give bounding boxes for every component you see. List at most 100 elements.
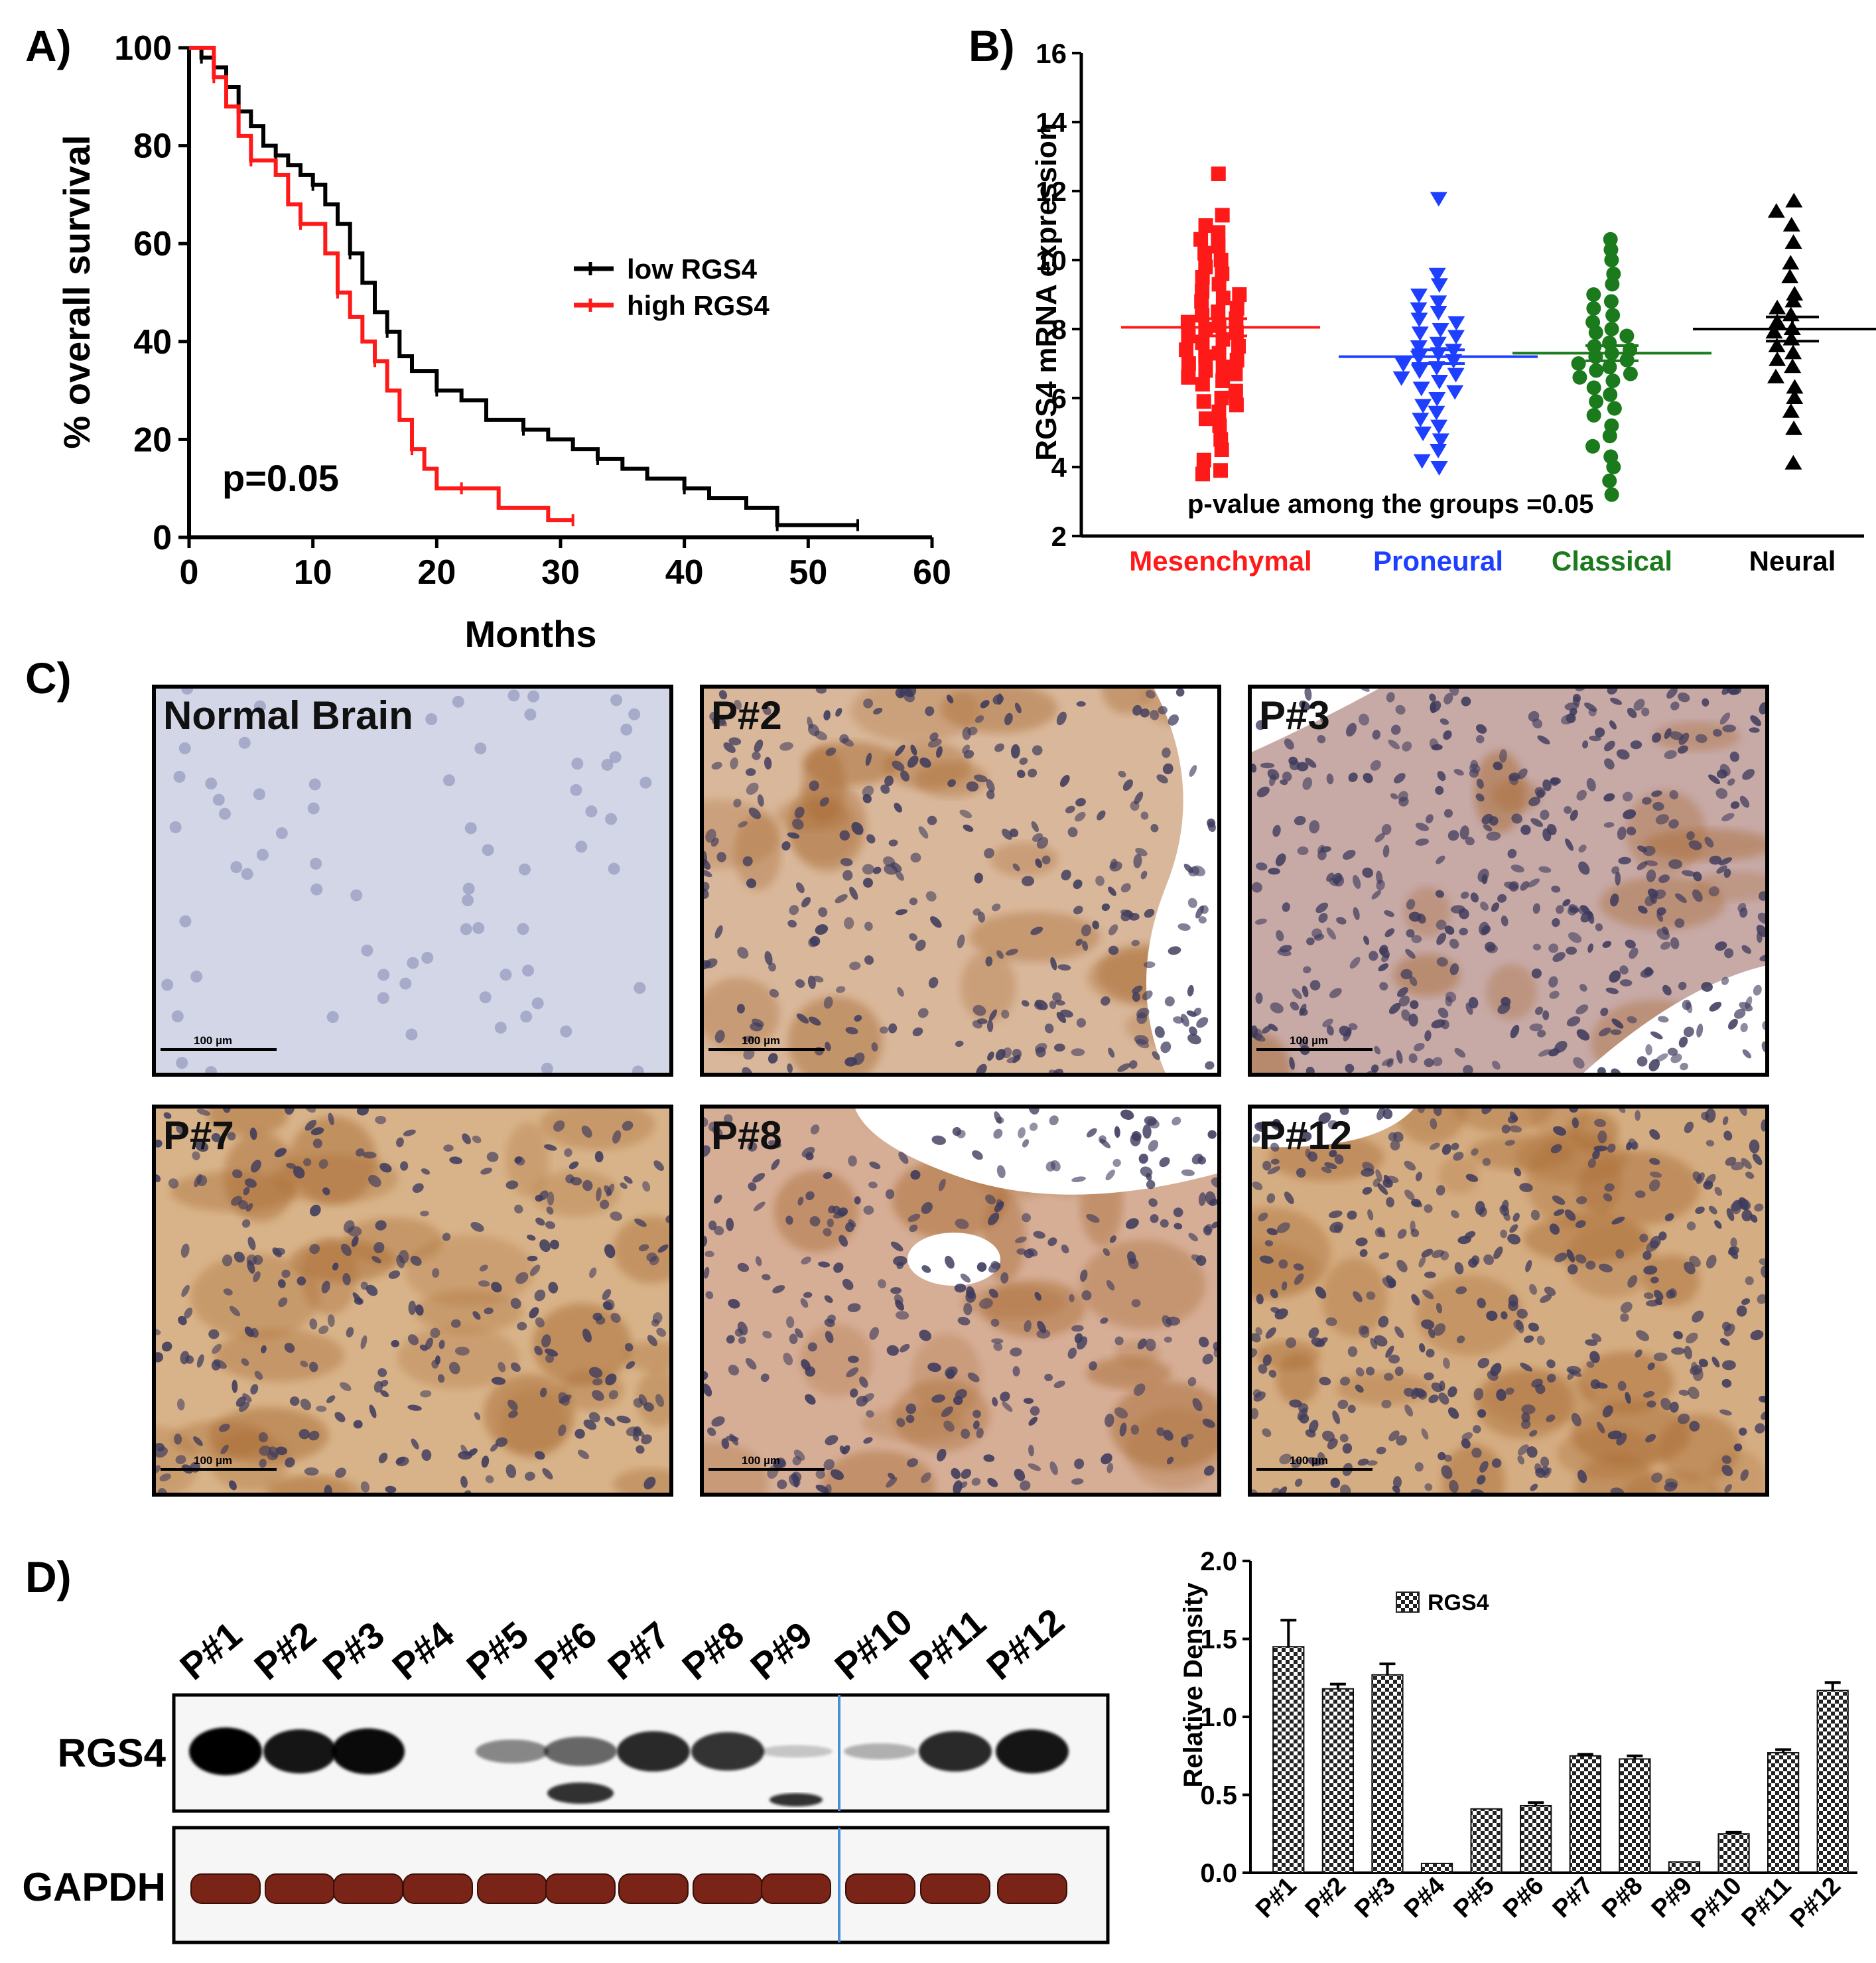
cell-nucleus <box>745 768 756 776</box>
scale-bar-label: 100 µm <box>1290 1034 1328 1047</box>
cell-nucleus <box>1713 728 1722 737</box>
cell-nucleus <box>1103 1248 1110 1256</box>
cell-nucleus <box>794 807 805 819</box>
cell-nucleus <box>1482 1158 1491 1166</box>
cell-nucleus <box>928 977 939 988</box>
cell-nucleus <box>1486 1310 1498 1321</box>
cell-nucleus <box>495 1437 508 1447</box>
cell-nucleus <box>796 1013 809 1024</box>
cell-nucleus <box>1092 920 1099 929</box>
cell-nucleus <box>1101 996 1110 1006</box>
cell-nucleus <box>707 1427 716 1436</box>
cell-nucleus <box>612 1130 622 1144</box>
cell-nucleus <box>886 1477 898 1488</box>
cell-nucleus <box>1022 1139 1030 1148</box>
cell-nucleus <box>1378 963 1389 972</box>
cell-nucleus <box>864 955 874 965</box>
cell-nucleus <box>1187 898 1197 908</box>
cell-nucleus <box>1595 923 1603 931</box>
cell-nucleus <box>814 730 828 740</box>
cell-nucleus <box>869 1327 880 1340</box>
cell-nucleus <box>1684 1121 1694 1134</box>
cell-nucleus <box>574 1428 585 1439</box>
cell-nucleus <box>854 1196 861 1205</box>
cell-nucleus <box>250 1160 261 1173</box>
cell-nucleus <box>1610 893 1619 907</box>
cell-nucleus <box>1592 1150 1600 1160</box>
cell-nucleus <box>845 1222 854 1233</box>
cell-nucleus <box>1723 1130 1733 1141</box>
scatter-point-classical <box>1586 301 1601 316</box>
cell-nucleus <box>408 1300 417 1316</box>
cell-nucleus <box>1660 941 1671 950</box>
cell-nucleus <box>505 1464 517 1479</box>
cell-nucleus <box>1647 888 1658 898</box>
cell-nucleus <box>1721 1455 1732 1464</box>
cell-nucleus <box>846 1367 859 1378</box>
cell-nucleus <box>910 852 921 863</box>
scatter-point-mesenchymal <box>1211 318 1227 333</box>
cell-nucleus <box>718 690 728 700</box>
cell-nucleus <box>490 1444 499 1452</box>
stain-region <box>1438 1156 1479 1194</box>
cell-nucleus <box>335 1467 346 1478</box>
scatter-point-proneural <box>1410 302 1428 317</box>
cell-nucleus <box>1714 1220 1722 1229</box>
cell-nucleus <box>730 757 738 770</box>
cell-nucleus <box>815 1485 829 1493</box>
cell-nucleus <box>927 815 937 825</box>
scatter-point-mesenchymal <box>1213 253 1229 267</box>
cell-nucleus <box>972 1004 986 1016</box>
cell-nucleus <box>176 1124 187 1134</box>
survival-y-tick-label: 60 <box>133 225 172 263</box>
panel-c-label: C) <box>25 653 72 703</box>
cell-nucleus <box>945 1255 955 1269</box>
cell-nucleus <box>992 694 1004 705</box>
scatter-y-tick-label: 8 <box>1051 314 1067 345</box>
cell-nucleus <box>1678 692 1690 703</box>
scatter-y-tick-label: 10 <box>1036 245 1067 276</box>
cell-nucleus <box>176 1057 188 1069</box>
scatter-point-mesenchymal <box>1228 366 1243 381</box>
cell-nucleus <box>1340 1377 1351 1386</box>
cell-nucleus <box>1708 1205 1717 1215</box>
gapdh-band <box>333 1873 403 1904</box>
cell-nucleus <box>1280 779 1288 785</box>
cell-nucleus <box>558 1424 567 1436</box>
cell-nucleus <box>524 709 537 721</box>
scatter-point-mesenchymal <box>1211 239 1226 254</box>
cell-nucleus <box>274 1148 287 1158</box>
bar-x-tick-label: P#11 <box>1737 1872 1797 1932</box>
cell-nucleus <box>1696 1024 1704 1038</box>
histology-texture <box>702 1107 1219 1495</box>
cell-nucleus <box>470 1222 484 1232</box>
bar-legend-label: RGS4 <box>1428 1590 1489 1615</box>
cell-nucleus <box>1001 829 1013 840</box>
cell-nucleus <box>772 1285 785 1294</box>
cell-nucleus <box>168 1178 179 1189</box>
cell-nucleus <box>716 852 726 862</box>
bar-x-tick-label: P#1 <box>1250 1872 1302 1924</box>
cell-nucleus <box>244 1326 254 1337</box>
stain-region <box>799 1323 874 1397</box>
cell-nucleus <box>1059 775 1070 787</box>
cell-nucleus <box>789 1333 798 1345</box>
scatter-point-proneural <box>1414 399 1432 414</box>
survival-pvalue: p=0.05 <box>222 457 339 499</box>
cell-nucleus <box>163 1112 172 1119</box>
cell-nucleus <box>1019 757 1028 765</box>
stain-region <box>969 912 1101 962</box>
cell-nucleus <box>1600 1007 1609 1016</box>
cell-nucleus <box>1200 905 1209 914</box>
cell-nucleus <box>1258 1212 1268 1221</box>
cell-nucleus <box>1430 701 1437 714</box>
cell-nucleus <box>546 1206 554 1215</box>
cell-nucleus <box>322 1187 330 1195</box>
cell-nucleus <box>1549 1223 1560 1235</box>
cell-nucleus <box>208 1329 220 1339</box>
cell-nucleus <box>462 882 475 895</box>
cell-nucleus <box>1315 902 1329 914</box>
cell-nucleus <box>1270 1289 1278 1299</box>
cell-nucleus <box>1436 919 1447 930</box>
